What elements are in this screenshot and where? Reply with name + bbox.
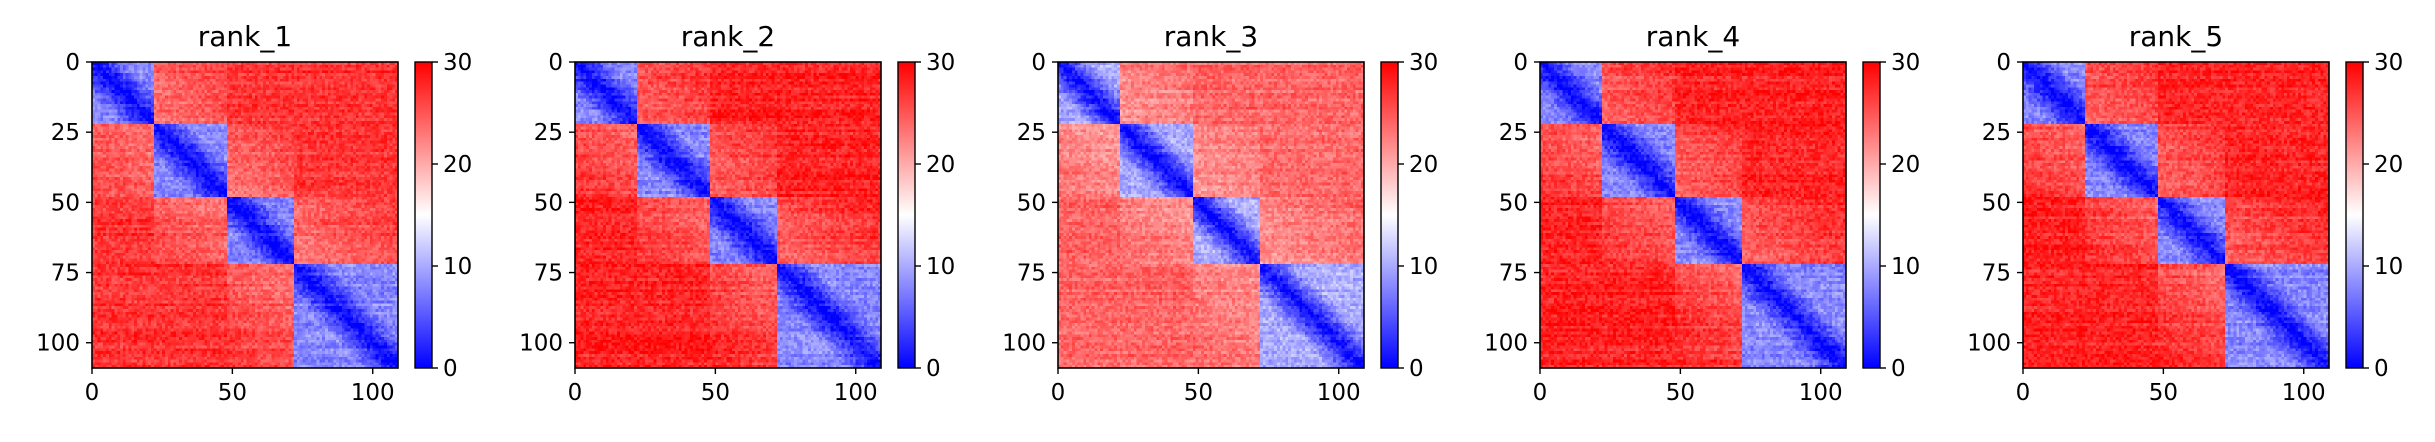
colorbar-tick-label: 30 [1891, 50, 1920, 76]
y-tick-label: 75 [1982, 261, 2011, 287]
heatmap-image [1540, 62, 1846, 368]
x-tick-label: 0 [2016, 380, 2031, 406]
y-tick-label: 25 [1499, 120, 1528, 146]
colorbar-tick-label: 20 [2374, 152, 2403, 178]
colorbar-tick-label: 20 [443, 152, 472, 178]
x-tick-label: 100 [1317, 380, 1361, 406]
axes-frame [574, 61, 882, 369]
chart-title: rank_3 [1164, 20, 1258, 53]
y-tick-label: 50 [1982, 190, 2011, 216]
colorbar [414, 61, 433, 369]
colorbar [1380, 61, 1399, 369]
heatmap-image [1058, 62, 1364, 368]
y-tick-label: 100 [1967, 331, 2011, 357]
x-tick-label: 50 [701, 380, 730, 406]
chart-title: rank_1 [198, 20, 292, 53]
axes-frame [1539, 61, 1847, 369]
y-tick-label: 25 [534, 120, 563, 146]
colorbar-tick-label: 0 [926, 356, 941, 382]
colorbar-tick-label: 30 [1409, 50, 1438, 76]
colorbar-tick-label: 10 [926, 254, 955, 280]
colorbar-tick-label: 30 [2374, 50, 2403, 76]
colorbar-tick-label: 20 [1891, 152, 1920, 178]
y-tick-label: 50 [51, 190, 80, 216]
colorbar-tick-label: 30 [926, 50, 955, 76]
colorbar [1862, 61, 1881, 369]
x-tick-label: 100 [351, 380, 395, 406]
colorbar-tick-label: 10 [1409, 254, 1438, 280]
colorbar-tick-label: 20 [1409, 152, 1438, 178]
x-tick-label: 50 [1666, 380, 1695, 406]
colorbar-tick-label: 0 [1891, 356, 1906, 382]
axes-frame [1057, 61, 1365, 369]
heatmap-image [92, 62, 398, 368]
y-tick-label: 100 [1484, 331, 1528, 357]
colorbar-tick-label: 0 [2374, 356, 2389, 382]
colorbar-tick-label: 0 [1409, 356, 1424, 382]
x-tick-label: 50 [2149, 380, 2178, 406]
heatmap-image [2023, 62, 2329, 368]
y-tick-label: 75 [1017, 261, 1046, 287]
y-tick-label: 100 [519, 331, 563, 357]
x-tick-label: 0 [568, 380, 583, 406]
y-tick-label: 0 [1031, 50, 1046, 76]
y-tick-label: 100 [36, 331, 80, 357]
colorbar-tick-label: 10 [2374, 254, 2403, 280]
y-tick-label: 50 [1017, 190, 1046, 216]
chart-title: rank_5 [2129, 20, 2223, 53]
colorbar [897, 61, 916, 369]
x-tick-label: 50 [1184, 380, 1213, 406]
y-tick-label: 25 [1017, 120, 1046, 146]
x-tick-label: 50 [218, 380, 247, 406]
x-tick-label: 100 [1799, 380, 1843, 406]
colorbar-tick-label: 20 [926, 152, 955, 178]
x-tick-label: 0 [1533, 380, 1548, 406]
colorbar-tick-label: 10 [1891, 254, 1920, 280]
x-tick-label: 100 [834, 380, 878, 406]
y-tick-label: 75 [1499, 261, 1528, 287]
y-tick-label: 50 [534, 190, 563, 216]
x-tick-label: 0 [85, 380, 100, 406]
y-tick-label: 25 [51, 120, 80, 146]
y-tick-label: 0 [65, 50, 80, 76]
colorbar-tick-label: 10 [443, 254, 472, 280]
colorbar-tick-label: 0 [443, 356, 458, 382]
y-tick-label: 25 [1982, 120, 2011, 146]
y-tick-label: 50 [1499, 190, 1528, 216]
x-tick-label: 100 [2282, 380, 2326, 406]
y-tick-label: 0 [548, 50, 563, 76]
y-tick-label: 0 [1513, 50, 1528, 76]
axes-frame [2022, 61, 2330, 369]
colorbar-tick-label: 30 [443, 50, 472, 76]
y-tick-label: 0 [1996, 50, 2011, 76]
chart-title: rank_2 [681, 20, 775, 53]
y-tick-label: 75 [534, 261, 563, 287]
heatmap-image [575, 62, 881, 368]
colorbar [2345, 61, 2364, 369]
x-tick-label: 0 [1051, 380, 1066, 406]
chart-title: rank_4 [1646, 20, 1740, 53]
axes-frame [91, 61, 399, 369]
y-tick-label: 100 [1002, 331, 1046, 357]
y-tick-label: 75 [51, 261, 80, 287]
